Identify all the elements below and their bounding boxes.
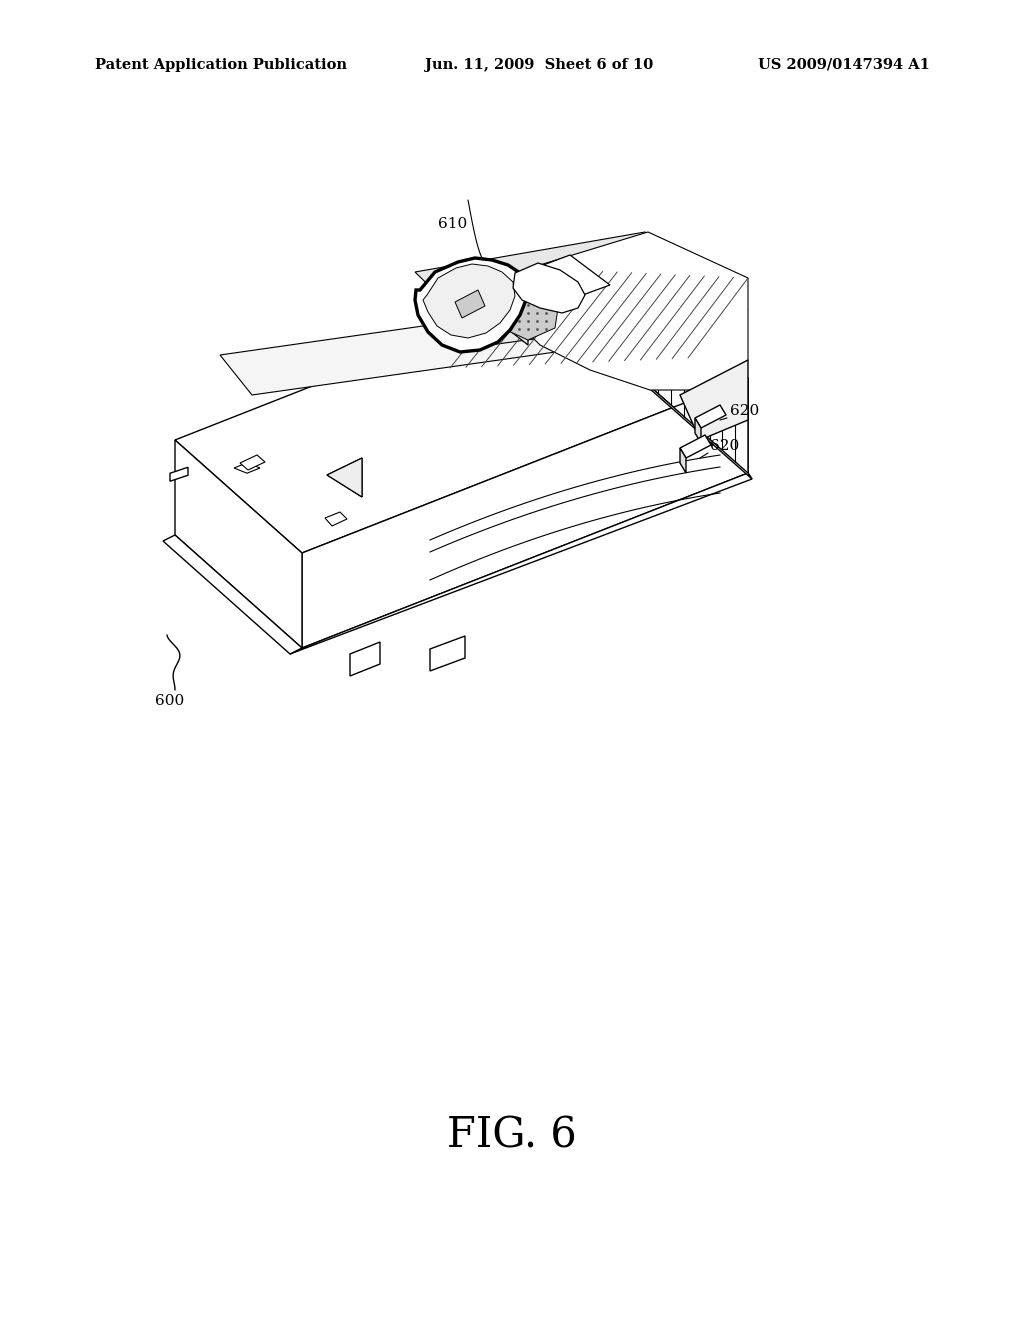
Polygon shape	[490, 285, 528, 345]
Text: Patent Application Publication: Patent Application Publication	[95, 58, 347, 73]
Polygon shape	[493, 302, 510, 326]
Polygon shape	[620, 265, 748, 473]
Polygon shape	[455, 290, 485, 318]
Polygon shape	[502, 294, 558, 341]
Polygon shape	[220, 305, 605, 395]
Polygon shape	[170, 467, 188, 482]
Text: 620: 620	[730, 404, 759, 418]
Polygon shape	[430, 636, 465, 671]
Text: 620: 620	[710, 440, 739, 453]
Polygon shape	[325, 512, 347, 525]
Polygon shape	[490, 255, 610, 315]
Polygon shape	[695, 418, 701, 444]
Circle shape	[501, 321, 509, 329]
Polygon shape	[350, 642, 380, 676]
Text: FIG. 6: FIG. 6	[447, 1115, 577, 1158]
Text: 610: 610	[438, 216, 468, 231]
Polygon shape	[290, 473, 752, 653]
Polygon shape	[240, 455, 265, 470]
Polygon shape	[423, 264, 515, 338]
Polygon shape	[680, 360, 748, 440]
Polygon shape	[175, 440, 302, 648]
Polygon shape	[302, 378, 748, 648]
Polygon shape	[163, 535, 302, 653]
Polygon shape	[513, 263, 585, 313]
Circle shape	[497, 317, 513, 333]
Polygon shape	[695, 405, 726, 428]
Polygon shape	[680, 447, 686, 473]
Text: Jun. 11, 2009  Sheet 6 of 10: Jun. 11, 2009 Sheet 6 of 10	[425, 58, 653, 73]
Text: US 2009/0147394 A1: US 2009/0147394 A1	[758, 58, 930, 73]
Polygon shape	[680, 436, 711, 458]
Polygon shape	[415, 257, 528, 352]
Polygon shape	[510, 232, 748, 389]
Polygon shape	[234, 463, 260, 473]
Polygon shape	[415, 232, 748, 345]
Text: 600: 600	[155, 694, 184, 708]
Polygon shape	[175, 265, 748, 553]
Polygon shape	[327, 458, 362, 498]
Polygon shape	[327, 458, 362, 498]
Polygon shape	[620, 360, 752, 479]
